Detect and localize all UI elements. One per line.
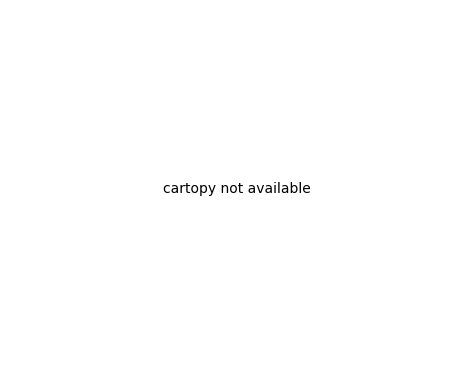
Text: cartopy not available: cartopy not available [163,182,311,196]
